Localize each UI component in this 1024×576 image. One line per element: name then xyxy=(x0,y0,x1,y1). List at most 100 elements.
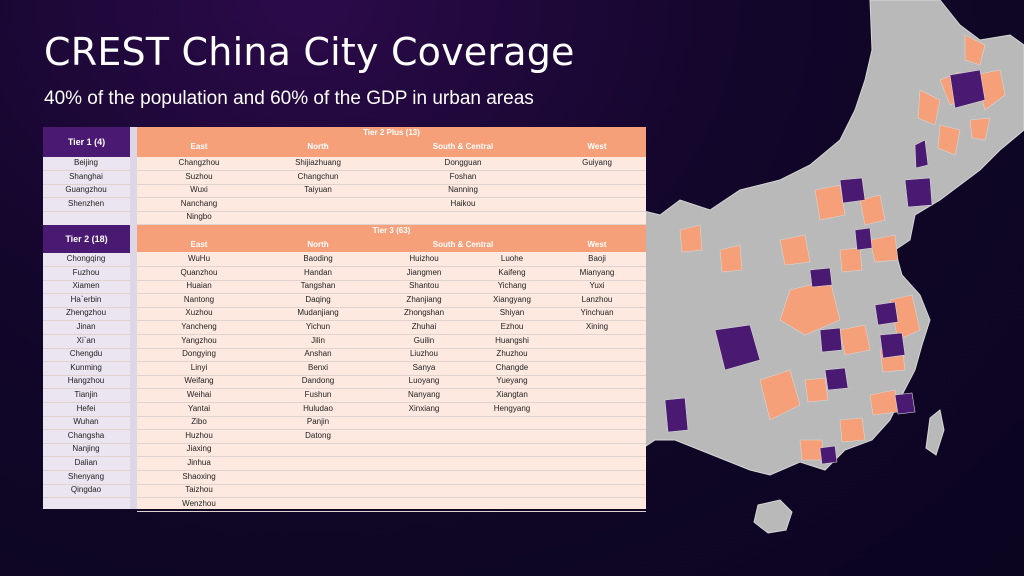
t3-south-central-b-cell: Hengyang xyxy=(493,403,531,413)
t3-west-cell: Baoji xyxy=(588,254,606,263)
t3-east-cell: Taizhou xyxy=(185,485,213,495)
t3-east-row-separator xyxy=(137,347,646,349)
t3-east-cell: Shaoxing xyxy=(182,471,216,481)
t3-east-cell: WuHu xyxy=(187,254,211,263)
tier3-col-east: East xyxy=(190,240,208,249)
t3-south-central-a-cell: Zhuhai xyxy=(411,322,437,331)
t3-south-central-b-cell: Xiangyang xyxy=(493,294,531,304)
map-orange-regions xyxy=(679,34,1006,461)
tier2-city-cell: Hangzhou xyxy=(67,376,105,386)
tier2-city-cell: Hefei xyxy=(76,403,96,413)
t3-south-central-a-cell: Jiangmen xyxy=(406,267,442,277)
t3-east-cell: Weifang xyxy=(184,376,214,386)
tier2plus-title: Tier 2 Plus (13) xyxy=(363,128,420,137)
t3-north-cell: Benxi xyxy=(307,362,329,372)
t3-east-row-separator xyxy=(137,456,646,458)
t3-east-cell: Huaian xyxy=(186,281,212,291)
t3-south-central-b-cell: Yichang xyxy=(497,281,527,291)
t3-east-row-separator xyxy=(137,483,646,485)
t3-south-central-a-cell: Xinxiang xyxy=(408,403,440,413)
t3-east-cell: Wenzhou xyxy=(182,498,216,508)
tier2-city-cell: Dalian xyxy=(74,458,98,467)
t3-east-row-separator xyxy=(137,293,646,295)
tier2-city-row-separator xyxy=(43,483,130,485)
t3-east-row-separator xyxy=(137,470,646,471)
t3-east-row-separator xyxy=(137,306,646,308)
tier2-city-row-separator xyxy=(43,266,130,267)
tier2-city-cell: Chengdu xyxy=(69,349,103,359)
tier2-city-row-separator xyxy=(43,320,130,322)
tier1-city-row-separator xyxy=(43,183,130,185)
t3-east-row-separator xyxy=(137,361,646,363)
t3-north-cell: Daqing xyxy=(305,294,331,304)
t3-south-central-a-cell: Shantou xyxy=(409,281,439,291)
t2p-north-cell: Changchun xyxy=(297,171,339,181)
t3-south-central-a-cell: Sanya xyxy=(412,362,436,372)
t3-east-row-separator xyxy=(137,429,646,431)
slide-subtitle: 40% of the population and 60% of the GDP… xyxy=(44,88,534,109)
tier2-city-cell: Shenyang xyxy=(67,471,105,481)
t3-north-cell: Handan xyxy=(303,267,333,277)
t2p-east-row-separator xyxy=(137,197,646,199)
right-column-bg xyxy=(137,127,646,509)
tier2plus-col-north: North xyxy=(307,142,329,151)
t3-north-cell: Yichun xyxy=(305,322,331,331)
map-taiwan xyxy=(925,409,945,456)
t2p-east-row-separator xyxy=(137,170,646,171)
tier2-city-cell: Kunming xyxy=(70,362,102,372)
t2p-east-row-separator xyxy=(137,183,646,185)
t3-north-cell: Mudanjiang xyxy=(297,308,339,318)
t2p-south-central-cell: Haikou xyxy=(450,198,476,208)
tier2plus-col-east: East xyxy=(190,142,208,151)
tier2-city-row-separator xyxy=(43,470,130,471)
t3-east-cell: Yantai xyxy=(187,403,211,413)
t3-south-central-b-cell: Changde xyxy=(495,362,529,372)
t3-east-cell: Linyi xyxy=(190,362,208,372)
tier2-city-cell: Ha`erbin xyxy=(70,294,102,304)
tier2-city-cell: Xiamen xyxy=(72,281,100,291)
t3-south-central-b-cell: Shiyan xyxy=(499,308,525,318)
tier3-col-south-central: South & Central xyxy=(432,240,494,249)
tier2-city-cell: Jinan xyxy=(76,322,96,331)
tier1-city-cell: Shenzhen xyxy=(67,198,105,208)
t3-north-cell: Dandong xyxy=(301,376,335,386)
t3-east-cell: Zibo xyxy=(191,417,207,427)
tier3-header: Tier 3 (63) East North South & Central W… xyxy=(137,225,646,252)
t3-west-cell: Lanzhou xyxy=(581,294,613,304)
t3-north-cell: Fushun xyxy=(304,390,332,399)
tier2-city-cell: Qingdao xyxy=(70,485,102,495)
t3-south-central-a-cell: Nanyang xyxy=(407,390,441,399)
tier1-city-cell: Shanghai xyxy=(69,171,103,181)
t3-south-central-b-cell: Huangshi xyxy=(495,335,529,345)
t3-south-central-a-cell: Zhanjiang xyxy=(406,294,442,304)
tier2plus-header: Tier 2 Plus (13) East North South & Cent… xyxy=(137,127,646,157)
tier2-city-row-separator xyxy=(43,429,130,431)
t3-north-cell: Datong xyxy=(305,430,331,440)
t2p-south-central-cell: Foshan xyxy=(449,171,477,181)
tier1-city-cell: Beijing xyxy=(73,158,99,167)
t3-west-cell: Xining xyxy=(585,322,609,331)
t3-east-cell: Quanzhou xyxy=(180,267,218,277)
tier2-header: Tier 2 (18) xyxy=(43,225,130,253)
t3-east-cell: Nantong xyxy=(183,294,215,304)
t3-south-central-b-cell: Ezhou xyxy=(500,322,524,331)
tier2-city-cell: Nanjing xyxy=(72,444,100,454)
t3-east-row-separator xyxy=(137,497,646,499)
t3-east-row-separator xyxy=(137,442,646,444)
tier1-city-row-separator xyxy=(43,210,130,212)
left-column-bg xyxy=(43,127,130,509)
t3-south-central-b-cell: Luohe xyxy=(500,254,524,263)
t3-north-cell: Jilin xyxy=(311,335,325,345)
tier2-city-row-separator xyxy=(43,415,130,417)
t2p-west-cell: Guiyang xyxy=(582,158,612,167)
tier1-city-cell: Guangzhou xyxy=(65,185,107,195)
tier2-city-cell: Wuhan xyxy=(73,417,99,427)
china-map-icon xyxy=(640,0,1024,534)
tier2-city-row-separator xyxy=(43,334,130,335)
t3-south-central-a-cell: Zhongshan xyxy=(403,308,445,318)
t3-north-cell: Panjin xyxy=(306,417,330,427)
t2p-east-cell: Nanchang xyxy=(180,198,218,208)
t3-east-cell: Dongying xyxy=(182,349,216,359)
t3-north-cell: Anshan xyxy=(304,349,332,359)
t3-south-central-a-cell: Guilin xyxy=(413,335,435,345)
